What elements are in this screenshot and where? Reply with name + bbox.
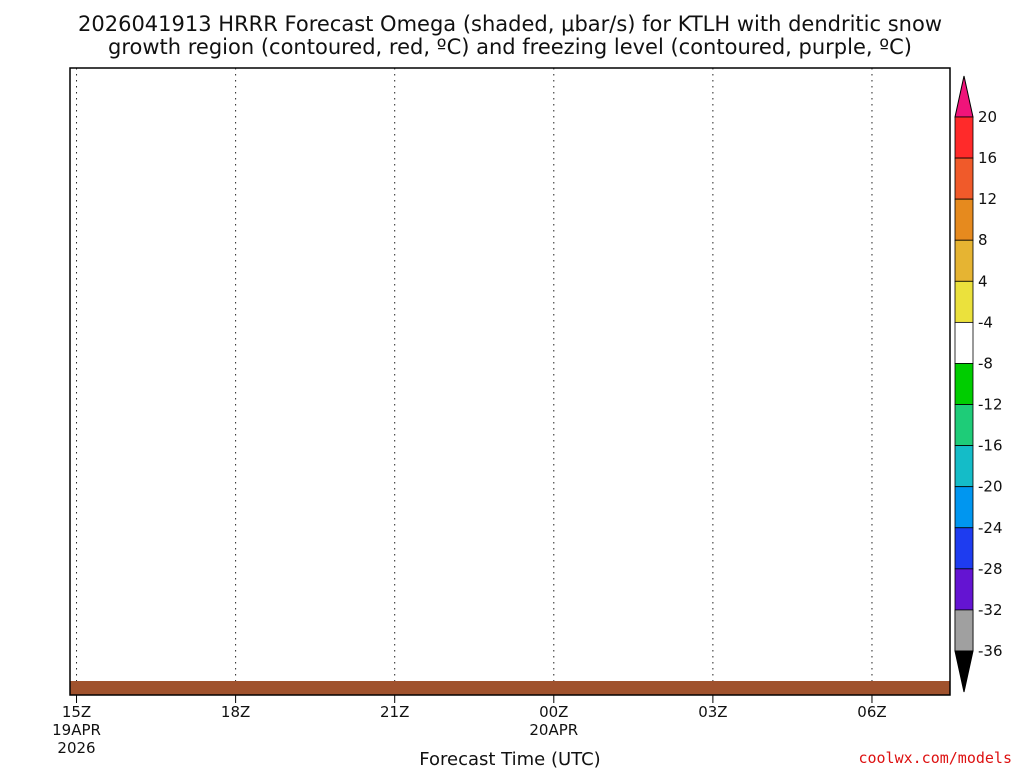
- colorbar-label-13: -36: [978, 642, 1003, 660]
- colorbar-label-0: 20: [978, 108, 997, 126]
- colorbar-label-3: 8: [978, 231, 988, 249]
- dotted-grid: [76, 68, 873, 695]
- colorbar-label-8: -16: [978, 437, 1003, 455]
- colorbar-label-4: 4: [978, 272, 988, 290]
- colorbar-band-1: [954, 157, 974, 200]
- colorbar-label-6: -8: [978, 354, 993, 372]
- colorbar-band-9: [954, 486, 974, 529]
- colorbar-label-5: -4: [978, 313, 993, 331]
- colorbar-label-11: -28: [978, 560, 1003, 578]
- colorbar-label-12: -32: [978, 601, 1003, 619]
- colorbar-band-0: [954, 116, 974, 159]
- x-tick-label-27-0: 03Z: [698, 703, 727, 721]
- chart-title-line-1: 2026041913 HRRR Forecast Omega (shaded, …: [78, 12, 942, 36]
- x-tick-label-15-1: 19APR: [52, 721, 101, 739]
- plot-area: [70, 68, 950, 695]
- x-tick-label-15-0: 15Z: [62, 703, 91, 721]
- colorbar-legend: 20 16 12 8 4 -4 -8 -12 -16 -20 -24 -28 -32 -36: [954, 75, 1003, 693]
- plot-frame: [69, 67, 951, 696]
- credit-text: coolwx.com/models: [858, 749, 1012, 767]
- colorbar-top-arrow: [954, 75, 974, 118]
- x-axis-label: Forecast Time (UTC): [419, 749, 600, 768]
- colorbar-band-2: [954, 198, 974, 241]
- colorbar-band-7: [954, 404, 974, 447]
- colorbar-band-3: [954, 239, 974, 282]
- colorbar-label-2: 12: [978, 190, 997, 208]
- x-tick-label-24-0: 00Z: [539, 703, 568, 721]
- ground-surface: [70, 681, 950, 695]
- colorbar-band-5: [954, 321, 974, 364]
- colorbar-band-8: [954, 445, 974, 488]
- x-tick-label-30-0: 06Z: [857, 703, 886, 721]
- colorbar-label-9: -20: [978, 478, 1003, 496]
- x-tick-label-21-0: 21Z: [380, 703, 409, 721]
- x-tick-label-24-1: 20APR: [529, 721, 578, 739]
- colorbar-band-10: [954, 527, 974, 570]
- colorbar-band-13: [954, 609, 974, 652]
- x-tick-label-15-2: 2026: [57, 739, 95, 757]
- colorbar-band-4: [954, 280, 974, 323]
- colorbar-band-11: [954, 568, 974, 611]
- colorbar-label-10: -24: [978, 519, 1003, 537]
- colorbar-label-7: -12: [978, 396, 1003, 414]
- chart-title-line-2: growth region (contoured, red, ºC) and f…: [108, 35, 912, 59]
- x-tick-label-18-0: 18Z: [221, 703, 250, 721]
- colorbar-bottom-arrow: [954, 650, 974, 693]
- colorbar-label-1: 16: [978, 149, 997, 167]
- colorbar-band-6: [954, 363, 974, 405]
